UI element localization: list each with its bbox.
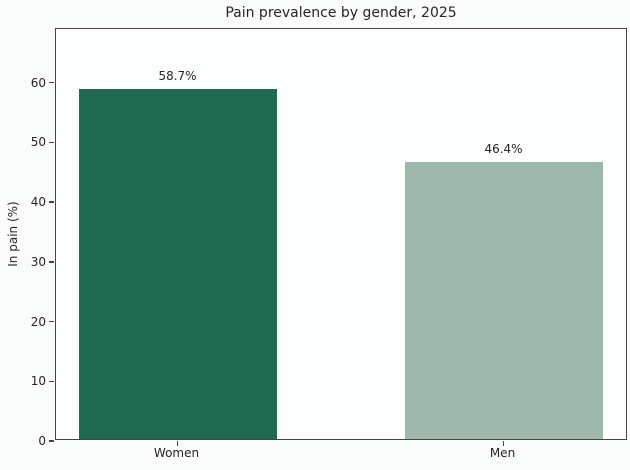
plot-area: 0 10 20 30 40 50 60 58.7% 46.4%: [31, 28, 627, 448]
y-tick-mark: [49, 81, 54, 84]
bar-men: [404, 161, 603, 439]
bar-value-label: 58.7%: [158, 68, 197, 83]
x-tick-label-women: Women: [153, 446, 200, 460]
y-tick-label: 10: [30, 374, 46, 389]
y-tick-mark: [49, 141, 54, 144]
x-tick-mark: [176, 441, 179, 446]
y-tick-mark: [49, 380, 54, 383]
chart-title: Pain prevalence by gender, 2025: [225, 5, 457, 21]
y-tick-mark: [49, 261, 54, 263]
y-tick-label: 30: [30, 254, 46, 269]
y-tick-label: 50: [30, 135, 46, 150]
x-tick-mark: [502, 441, 505, 446]
y-tick-label: 0: [38, 434, 46, 448]
y-tick-label: 20: [30, 314, 46, 329]
y-tick-mark: [49, 440, 54, 442]
x-tick-label-men: Men: [489, 446, 516, 460]
y-tick-label: 60: [30, 75, 46, 90]
y-tick-label: 40: [30, 195, 46, 210]
bar-value-label: 46.4%: [484, 141, 523, 156]
y-tick-mark: [49, 201, 54, 203]
bar-women: [78, 88, 277, 439]
y-tick-mark: [49, 320, 54, 323]
